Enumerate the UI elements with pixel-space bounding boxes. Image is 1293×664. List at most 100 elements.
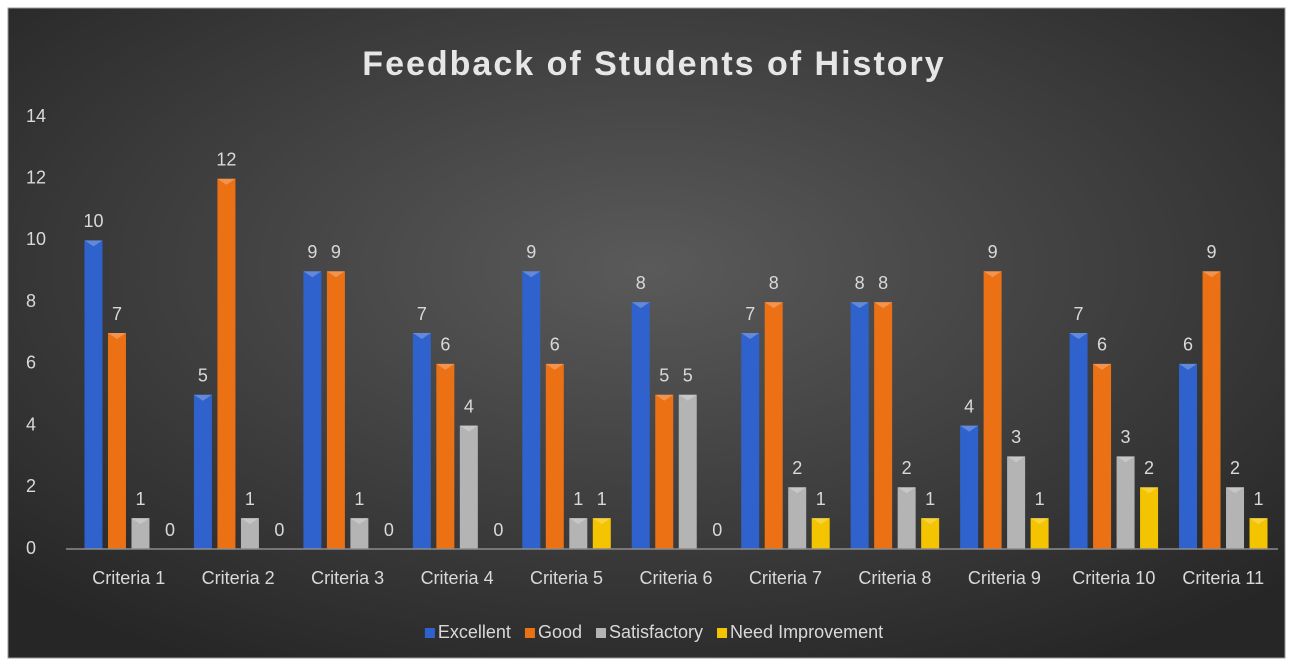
bar-bevel (788, 487, 807, 494)
data-label: 0 (493, 520, 503, 540)
bar (897, 487, 916, 549)
bar (1007, 456, 1026, 549)
x-tick-label: Criteria 1 (92, 568, 165, 588)
x-tick-label: Criteria 4 (421, 568, 494, 588)
y-tick-label: 14 (26, 106, 46, 126)
bar (240, 518, 259, 549)
data-label: 1 (1254, 489, 1264, 509)
legend: Excellent Good Satisfactory Need Improvemen… (424, 622, 883, 642)
bar (1140, 487, 1159, 549)
data-label: 1 (573, 489, 583, 509)
data-label: 1 (925, 489, 935, 509)
data-label: 1 (135, 489, 145, 509)
bar-bevel (545, 363, 564, 370)
bar (678, 394, 697, 549)
bar-bevel (459, 425, 478, 432)
bar-bevel (84, 240, 103, 247)
bar-bevel (1007, 456, 1026, 463)
bar (1249, 518, 1268, 549)
data-label: 3 (1011, 427, 1021, 447)
y-tick-label: 0 (26, 538, 36, 558)
bar (811, 518, 830, 549)
legend-label: Excellent (438, 622, 511, 642)
bar-bevel (412, 333, 431, 339)
bar-bevel (131, 518, 150, 525)
bar-bevel (1069, 333, 1088, 339)
data-label: 2 (1144, 458, 1154, 478)
data-label: 0 (274, 520, 284, 540)
bar (303, 271, 322, 549)
bar (436, 363, 455, 549)
bar (741, 333, 760, 549)
y-tick-label: 4 (26, 414, 36, 434)
bar (412, 333, 431, 549)
x-tick-label: Criteria 9 (968, 568, 1041, 588)
bar (131, 518, 150, 549)
x-tick-label: Criteria 3 (311, 568, 384, 588)
bar (459, 425, 478, 549)
data-label: 5 (198, 365, 208, 385)
bar (522, 271, 541, 549)
y-tick-label: 2 (26, 476, 36, 496)
bar (983, 271, 1002, 549)
data-label: 4 (964, 396, 974, 416)
y-tick-label: 12 (26, 167, 46, 187)
bar-bevel (655, 394, 674, 401)
bar (545, 363, 564, 549)
bar-bevel (1030, 518, 1049, 525)
data-label: 9 (307, 242, 317, 262)
bar-bevel (631, 302, 650, 309)
data-label: 9 (526, 242, 536, 262)
data-label: 2 (902, 458, 912, 478)
bar-bevel (1226, 487, 1245, 494)
data-label: 7 (112, 304, 122, 324)
legend-item: Need Improvement (717, 622, 883, 642)
data-label: 12 (216, 149, 236, 169)
bar-bevel (897, 487, 916, 494)
bar-bevel (193, 394, 212, 401)
bar-bevel (240, 518, 259, 525)
data-label: 1 (816, 489, 826, 509)
bar-bevel (303, 271, 322, 278)
bar-bevel (522, 271, 541, 278)
legend-item: Good (524, 622, 582, 642)
data-label: 8 (636, 273, 646, 293)
data-label: 2 (1230, 458, 1240, 478)
y-tick-label: 8 (26, 291, 36, 311)
data-label: 5 (659, 365, 669, 385)
data-label: 10 (83, 211, 103, 231)
bar-bevel (592, 518, 611, 525)
bar-bevel (741, 333, 760, 339)
bar-bevel (983, 271, 1002, 278)
bar-bevel (326, 271, 345, 278)
bar (84, 240, 103, 549)
data-label: 6 (1183, 335, 1193, 355)
bar (217, 178, 236, 549)
x-tick-label: Criteria 5 (530, 568, 603, 588)
bar (1069, 333, 1088, 549)
y-tick-label: 10 (26, 229, 46, 249)
bar (193, 394, 212, 549)
data-label: 2 (792, 458, 802, 478)
bar (1179, 363, 1198, 549)
data-label: 9 (331, 242, 341, 262)
data-label: 0 (384, 520, 394, 540)
legend-item: Excellent (424, 622, 511, 642)
data-label: 9 (1207, 242, 1217, 262)
x-tick-label: Criteria 8 (858, 568, 931, 588)
data-label: 7 (417, 304, 427, 324)
data-label: 3 (1121, 427, 1131, 447)
bar-bevel (1202, 271, 1221, 278)
bar-bevel (811, 518, 830, 525)
data-label: 1 (245, 489, 255, 509)
bar (350, 518, 369, 549)
bar-bevel (1249, 518, 1268, 525)
bar-bevel (960, 425, 979, 432)
data-label: 8 (769, 273, 779, 293)
data-label: 1 (354, 489, 364, 509)
legend-swatch (595, 628, 606, 638)
data-label: 0 (712, 520, 722, 540)
chart-title: Feedback of Students of History (362, 45, 945, 83)
bar-bevel (1140, 487, 1159, 494)
